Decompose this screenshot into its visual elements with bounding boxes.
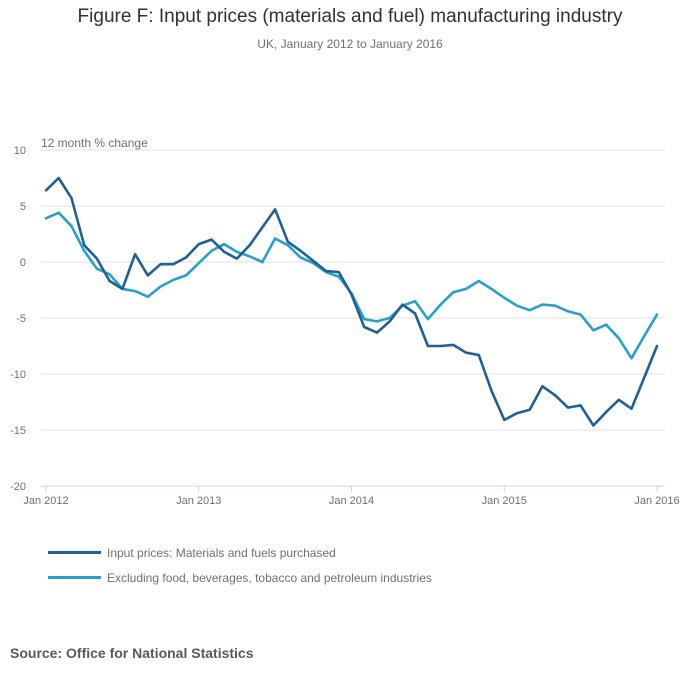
legend-label: Input prices: Materials and fuels purcha… [107, 545, 336, 560]
x-axis: Jan 2012 Jan 2013 Jan 2014 Jan 2015 Jan 2016 [23, 485, 680, 507]
y-tick-label: 0 [20, 257, 26, 269]
y-tick-label: -5 [16, 313, 26, 325]
x-tick-label: Jan 2013 [176, 495, 221, 507]
x-tick-label: Jan 2016 [634, 495, 679, 507]
y-tick-label: -15 [10, 425, 26, 437]
legend-item-excluding-food[interactable]: Excluding food, beverages, tobacco and p… [48, 565, 432, 590]
chart-subtitle: UK, January 2012 to January 2016 [257, 37, 443, 51]
x-tick-label: Jan 2012 [23, 495, 68, 507]
y-tick-label: 10 [14, 145, 26, 157]
chart-title: Figure F: Input prices (materials and fu… [77, 6, 623, 27]
legend-swatch-excluding-food [48, 576, 101, 579]
x-tick-label: Jan 2015 [482, 495, 527, 507]
gridlines [41, 149, 665, 431]
series-line-1 [44, 211, 659, 360]
y-axis-label: 12 month % change [41, 136, 148, 150]
y-tick-label: -10 [10, 369, 26, 381]
legend: Input prices: Materials and fuels purcha… [48, 540, 432, 590]
legend-item-input-prices[interactable]: Input prices: Materials and fuels purcha… [48, 540, 432, 565]
y-tick-label: 5 [20, 201, 26, 213]
source-note: Source: Office for National Statistics [10, 645, 254, 661]
x-tick-label: Jan 2014 [329, 495, 374, 507]
y-tick-label: -20 [10, 481, 26, 493]
y-axis-ticks: 10 5 0 -5 -10 -15 -20 [10, 145, 26, 493]
series-line-0 [44, 176, 659, 427]
legend-swatch-input-prices [48, 551, 101, 554]
series-lines [44, 176, 659, 427]
legend-label: Excluding food, beverages, tobacco and p… [107, 570, 432, 585]
line-chart: 10 5 0 -5 -10 -15 -20 Jan 2012 Jan 2013 Jan 2014… [10, 145, 680, 507]
